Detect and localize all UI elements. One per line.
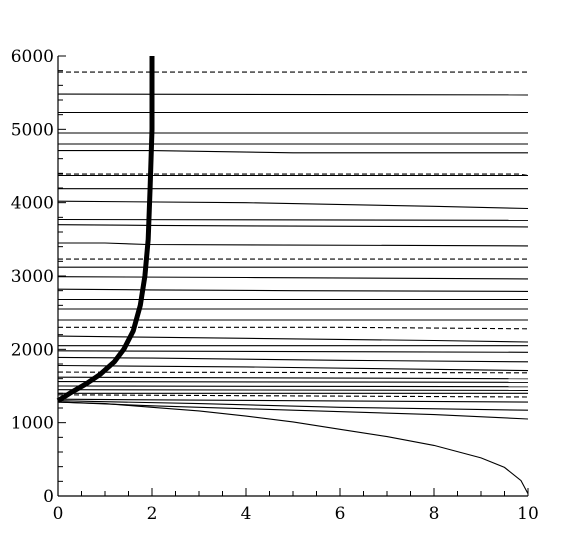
solid-contour-line-19 xyxy=(57,350,529,353)
solid-contour-line-8 xyxy=(57,218,529,221)
solid-contour-line-23 xyxy=(57,381,529,383)
y-tick-label: 1000 xyxy=(11,414,54,434)
dashed-contour-line-3 xyxy=(58,326,529,330)
solid-contour-line-27 xyxy=(57,398,529,403)
solid-contour-line-29 xyxy=(57,401,529,420)
solid-contour-line-10 xyxy=(58,242,529,247)
y-tick-label: 6000 xyxy=(11,47,54,67)
y-tick-label: 0 xyxy=(43,487,54,507)
solid-contour-line-17 xyxy=(57,335,529,343)
solid-contour-line-9 xyxy=(57,224,529,228)
dashed-contour-lines xyxy=(57,71,529,398)
main-series xyxy=(56,56,155,403)
y-tick-label: 2000 xyxy=(11,340,54,360)
solid-contour-line-24 xyxy=(57,385,529,388)
x-tick-label: 6 xyxy=(335,504,346,524)
x-tick-label: 8 xyxy=(429,504,440,524)
solid-contour-line-4 xyxy=(58,150,528,154)
solid-contour-line-25 xyxy=(57,389,529,391)
dashed-contour-line-4 xyxy=(57,371,529,374)
axis-ticks xyxy=(57,55,529,497)
solid-contour-line-28 xyxy=(57,400,529,411)
solid-contour-line-13 xyxy=(57,288,529,292)
solid-contour-lines xyxy=(57,93,529,495)
solid-contour-line-0 xyxy=(57,93,529,96)
solid-contour-line-21 xyxy=(57,364,529,372)
x-tick-label: 4 xyxy=(241,504,252,524)
y-tick-label: 5000 xyxy=(11,120,54,140)
tick-labels: 0 2 4 6 8 10 0 1000 2000 3000 4000 5000 6000 xyxy=(11,47,539,524)
solid-contour-line-12 xyxy=(57,276,529,280)
axes xyxy=(57,56,528,497)
dashed-contour-line-5 xyxy=(57,394,529,398)
y-tick-label: 4000 xyxy=(11,194,54,214)
main-series-line-0 xyxy=(56,56,155,403)
x-tick-label: 0 xyxy=(53,504,64,524)
x-tick-label: 2 xyxy=(147,504,158,524)
solid-contour-line-30 xyxy=(57,401,529,495)
x-tick-label: 10 xyxy=(517,504,539,524)
solid-contour-line-22 xyxy=(57,376,529,380)
solid-contour-line-7 xyxy=(57,200,529,210)
solid-contour-line-20 xyxy=(57,356,529,363)
dashed-contour-line-1 xyxy=(58,173,529,177)
y-tick-label: 3000 xyxy=(11,267,54,287)
